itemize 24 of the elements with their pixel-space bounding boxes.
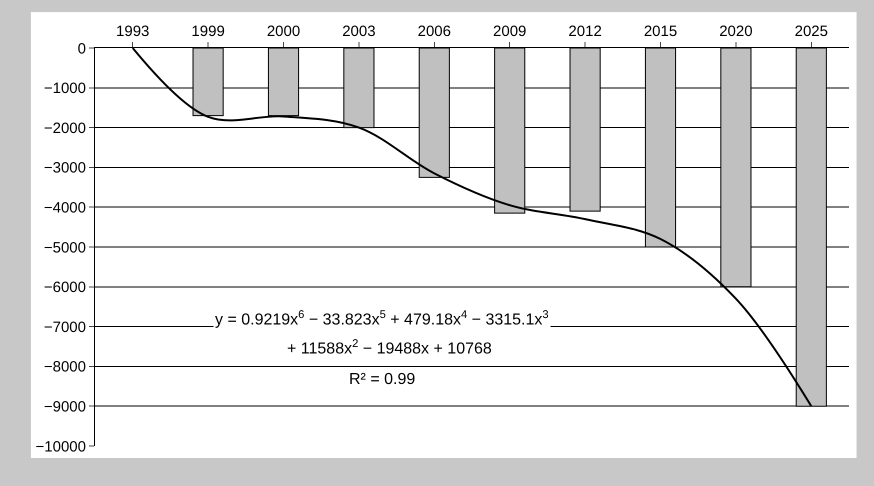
y-tick-label: −2000: [44, 120, 86, 137]
y-tick-label: 0: [78, 40, 86, 58]
x-tick-label: 2025: [794, 23, 828, 40]
y-tick-label: −8000: [44, 358, 86, 376]
y-tick-label: −7000: [44, 318, 86, 336]
annotation: R² = 0.99: [349, 371, 416, 388]
x-tick-label: 2012: [568, 23, 602, 40]
y-tick-label: −5000: [44, 239, 86, 256]
x-tick-label: 2006: [418, 23, 451, 40]
x-tick-label: 2020: [719, 23, 753, 40]
x-tick-label: 1999: [191, 23, 225, 40]
y-tick-label: −3000: [44, 160, 86, 177]
x-tick-label: 2000: [266, 23, 300, 40]
y-tick-label: −10000: [36, 438, 86, 456]
y-tick-label: −1000: [44, 80, 86, 98]
y-tick-label: −6000: [44, 279, 86, 296]
x-tick-label: 2015: [644, 23, 678, 40]
x-tick-label: 1993: [116, 23, 150, 40]
annotation: y = 0.9219x$^{6}$ − 33.823x$^{5}$ + 479.18x$^{4}$ − 3315.1x$^{3}$: [215, 309, 549, 329]
x-tick-label: 2003: [342, 23, 376, 40]
y-tick-label: −9000: [44, 398, 86, 416]
annotation: + 11588x$^{2}$ − 19488x + 10768: [287, 338, 492, 358]
x-tick-label: 2009: [493, 23, 526, 40]
y-tick-label: −4000: [44, 199, 86, 216]
